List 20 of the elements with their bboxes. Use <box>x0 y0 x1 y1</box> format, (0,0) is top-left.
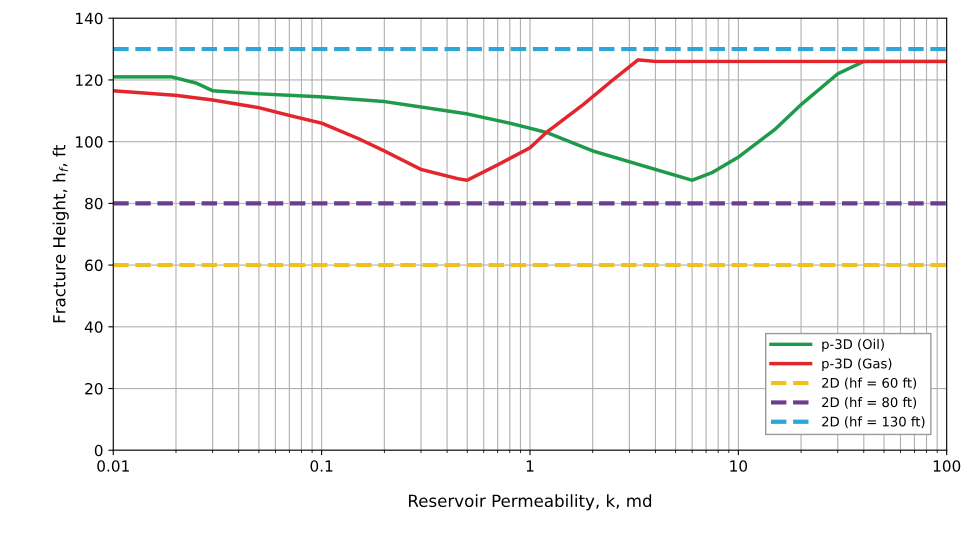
x-tick-label: 10 <box>730 460 748 472</box>
x-axis-title: Reservoir Permeability, k, md <box>409 494 652 510</box>
x-tick-label: 100 <box>934 460 960 472</box>
y-tick-label: 100 <box>76 136 103 148</box>
y-tick-label: 60 <box>85 260 103 272</box>
x-tick-label: 0.01 <box>97 460 129 472</box>
y-tick-label: 140 <box>76 12 103 24</box>
y-tick-label: 40 <box>84 321 103 333</box>
legend-label: 2D (hf = 60 ft) <box>822 378 916 390</box>
y-tick-label: 120 <box>76 74 103 86</box>
legend-label: 2D (hf = 80 ft) <box>822 396 916 409</box>
y-tick-label: 20 <box>85 382 103 395</box>
legend-label: p-3D (Oil) <box>822 338 884 352</box>
legend-label: 2D (hf = 130 ft) <box>822 416 924 428</box>
y-tick-label: 0 <box>94 444 103 456</box>
x-tick-label: 0.1 <box>310 460 332 472</box>
y-axis-title: Fracture Height, h$_{f}$, ft <box>52 145 69 322</box>
legend-label: p-3D (Gas) <box>822 358 892 372</box>
x-tick-label: 1 <box>526 460 534 472</box>
y-tick-label: 80 <box>85 198 103 210</box>
